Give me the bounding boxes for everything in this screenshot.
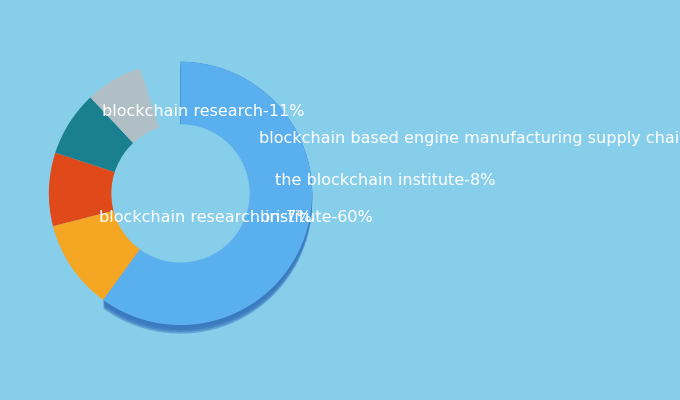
Text: blockchain research institute-60%: blockchain research institute-60%: [99, 210, 373, 225]
Wedge shape: [55, 98, 134, 172]
Wedge shape: [90, 68, 159, 144]
Wedge shape: [103, 70, 312, 334]
Wedge shape: [53, 210, 140, 300]
Wedge shape: [103, 65, 312, 328]
Wedge shape: [103, 62, 312, 325]
Text: the blockchain institute-8%: the blockchain institute-8%: [275, 173, 496, 188]
Wedge shape: [103, 64, 312, 327]
Wedge shape: [103, 69, 312, 332]
Text: blockchain based engine manufacturing supply chain-9%: blockchain based engine manufacturing su…: [260, 131, 680, 146]
Text: bri-7%: bri-7%: [260, 210, 312, 225]
Wedge shape: [103, 67, 312, 330]
Wedge shape: [49, 153, 116, 226]
Text: blockchain research-11%: blockchain research-11%: [101, 104, 304, 119]
Circle shape: [112, 125, 249, 262]
Wedge shape: [103, 62, 312, 325]
